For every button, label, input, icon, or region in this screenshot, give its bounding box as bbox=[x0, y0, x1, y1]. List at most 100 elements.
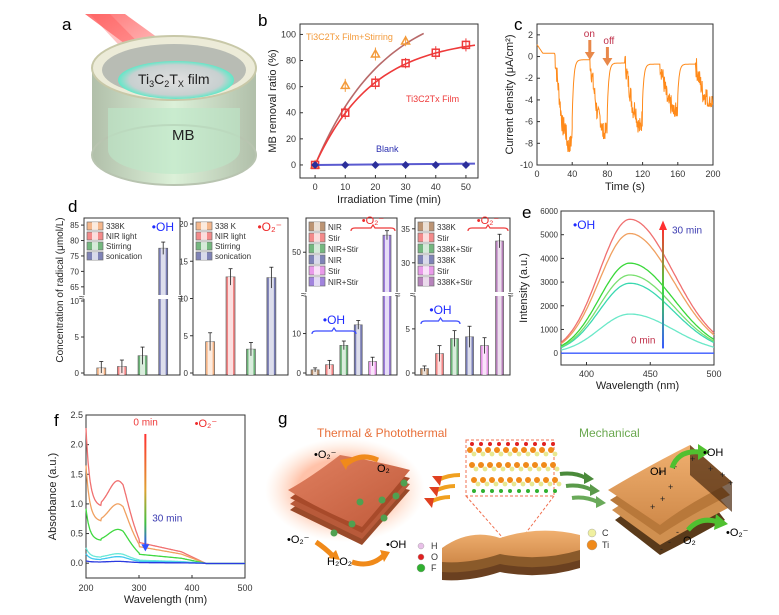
y-tick-label: 80 bbox=[70, 237, 79, 246]
radical-tag: •O₂⁻ bbox=[195, 418, 218, 430]
legend-label: Stir bbox=[437, 267, 449, 276]
legend-swatch-hl bbox=[314, 244, 320, 253]
ti-atom bbox=[514, 462, 520, 468]
ti-atom bbox=[467, 447, 473, 453]
ti-atom bbox=[541, 462, 547, 468]
ti-atom bbox=[496, 462, 502, 468]
bar-highlight bbox=[228, 276, 234, 375]
bar-nir bbox=[310, 367, 320, 376]
spectrum-t3 bbox=[560, 274, 715, 348]
o2-label-right: O₂ bbox=[683, 535, 696, 547]
legend-swatch-hl bbox=[423, 255, 429, 264]
legend-label: 338K bbox=[437, 223, 456, 232]
y-tick-label: 2 bbox=[528, 30, 533, 40]
svg-text:+: + bbox=[728, 478, 733, 488]
f-atom bbox=[517, 489, 521, 493]
o2-bracket bbox=[467, 223, 509, 232]
ti-atom bbox=[534, 477, 540, 483]
arrow-head bbox=[714, 514, 728, 530]
y-tick-label: 3000 bbox=[540, 278, 558, 287]
y-tick-label: 5 bbox=[184, 332, 189, 341]
legend-swatch-hl bbox=[423, 277, 429, 286]
bar-stir bbox=[480, 337, 489, 376]
ti-atom bbox=[539, 447, 545, 453]
y-tick-label: 1.5 bbox=[70, 469, 83, 479]
y-tick-label: 0 bbox=[75, 369, 80, 378]
legend-swatch-hl bbox=[92, 242, 98, 250]
ti-atom bbox=[532, 462, 538, 468]
y-tick-label: 75 bbox=[70, 252, 79, 261]
atom-label-ti: Ti bbox=[602, 540, 609, 550]
bar-stir bbox=[368, 356, 377, 376]
x-tick-label: 0 bbox=[534, 169, 539, 179]
film-label: Ti3C2TX film bbox=[138, 71, 210, 89]
ti-atom bbox=[485, 447, 491, 453]
annotation-on: on bbox=[584, 29, 595, 40]
y-tick-label: 65 bbox=[70, 283, 79, 292]
x-tick-label: 50 bbox=[461, 182, 471, 192]
mechanical-arrows bbox=[559, 471, 606, 508]
h2o2-label: H₂O₂ bbox=[327, 556, 352, 568]
subplot-d4: 0 5 30 35 ≈ ≈338K Stir 338K+Stir 338K Stir 338K+St… bbox=[401, 215, 514, 378]
data-point bbox=[341, 160, 350, 169]
data-point bbox=[371, 78, 380, 87]
c-atom bbox=[516, 451, 522, 457]
ti-atom bbox=[521, 447, 527, 453]
o-atom bbox=[551, 442, 555, 446]
panel-label-a: a bbox=[62, 15, 72, 34]
plot-frame bbox=[85, 414, 246, 579]
c-atom bbox=[556, 481, 562, 487]
axis-break-mark: ≈ bbox=[79, 293, 85, 304]
c-atom bbox=[489, 451, 495, 457]
radical-tag: •O₂⁻ bbox=[257, 220, 282, 234]
ti-atom bbox=[476, 447, 482, 453]
legend-swatch-hl bbox=[423, 266, 429, 275]
x-tick-label: 450 bbox=[643, 369, 658, 379]
data-point bbox=[461, 160, 470, 169]
x-axis-label: Irradiation Time (min) bbox=[337, 194, 441, 206]
y-tick-label: 80 bbox=[286, 56, 296, 66]
atom-o-icon bbox=[417, 553, 425, 561]
svg-text:+: + bbox=[708, 464, 713, 474]
f-atom bbox=[490, 489, 494, 493]
y-tick-label: 10 bbox=[292, 330, 301, 339]
axis-break-mark: ≈ bbox=[508, 290, 514, 301]
bar-highlight bbox=[370, 361, 375, 375]
bar-stirring bbox=[246, 342, 256, 376]
label-30-min: 30 min bbox=[152, 514, 182, 525]
mxene-sheet-stack bbox=[442, 530, 580, 581]
plot-frame bbox=[305, 217, 398, 376]
y-tick-label: 10 bbox=[70, 297, 79, 306]
svg-text:+: + bbox=[658, 468, 663, 478]
axis-break-mark: ≈ bbox=[301, 290, 307, 301]
ti-atom bbox=[512, 447, 518, 453]
y-tick-label: -6 bbox=[525, 117, 533, 127]
o-atom bbox=[524, 442, 528, 446]
bar-highlight bbox=[437, 353, 442, 375]
oh-tag: •OH bbox=[429, 303, 451, 317]
c-atom bbox=[534, 451, 540, 457]
plot-frame bbox=[299, 23, 479, 179]
y-axis-label: MB removal ratio (%) bbox=[267, 49, 279, 152]
panel-label-b: b bbox=[258, 11, 267, 30]
bar-highlight bbox=[341, 345, 346, 375]
plot-frame bbox=[192, 217, 289, 376]
y-axis-label: Intensity (a.u.) bbox=[518, 253, 530, 323]
y-tick-label: 10 bbox=[179, 295, 188, 304]
legend-label: 338K+Stir bbox=[437, 245, 473, 254]
atom-f-icon bbox=[416, 563, 426, 573]
legend-label: Stir bbox=[328, 267, 340, 276]
c-atom bbox=[473, 466, 479, 472]
time-arrow-head bbox=[659, 220, 667, 230]
x-axis-label: Time (s) bbox=[605, 181, 645, 193]
legend-label: NIR+Stir bbox=[328, 278, 359, 287]
f-atom bbox=[472, 489, 476, 493]
bar-highlight bbox=[327, 364, 332, 375]
c-atom bbox=[480, 451, 486, 457]
o2-radical-bottom: •O₂⁻ bbox=[287, 534, 310, 546]
y-tick-label: -2 bbox=[525, 73, 533, 83]
y-tick-label: 0 bbox=[184, 369, 189, 378]
bar-nir bbox=[353, 320, 363, 376]
